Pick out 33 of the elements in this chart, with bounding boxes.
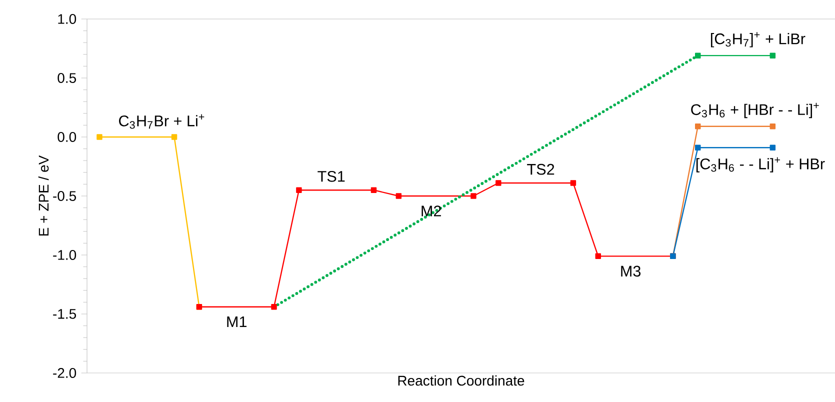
point [770,144,776,150]
y-tick-label: 1.0 [58,14,76,24]
annotation: [C$_{3}$H$_{6}$ - - Li]$^{+}$ + HBr [696,157,825,172]
annotation: M1 [227,316,247,328]
y-tick-label: -1.0 [53,250,76,260]
point [370,187,377,193]
point [396,193,402,199]
annotation: TS2 [527,164,554,175]
point [695,52,701,58]
point [271,304,277,310]
y-tick-label: -1.5 [53,309,76,319]
point [96,134,102,140]
point [171,134,178,140]
annotation: C$_{3}$H$_{7}$Br + Li$^{+}$ [119,114,204,129]
y-tick-label: -0.5 [53,191,76,201]
x-axis-title: Reaction Coordinate [398,375,524,386]
point [770,52,776,58]
point [695,124,701,130]
point [770,124,776,130]
annotation: M3 [621,266,641,277]
annotation: TS1 [318,170,345,182]
y-tick-label: 0.0 [58,132,76,142]
y-tick-label: 0.5 [58,73,76,83]
point [296,187,302,193]
point [595,253,601,260]
y-tick-label: -2.0 [53,368,76,378]
point [695,144,701,150]
y-axis-title: E + ZPE / eV [38,155,49,236]
point [470,193,476,199]
point [570,180,576,186]
annotation: [C$_{3}$H$_{7}$]$^{+}$ + LiBr [710,32,806,48]
annotation: C$_{3}$H$_{6}$ + [HBr - - Li]$^{+}$ [691,102,819,118]
point [496,180,502,186]
